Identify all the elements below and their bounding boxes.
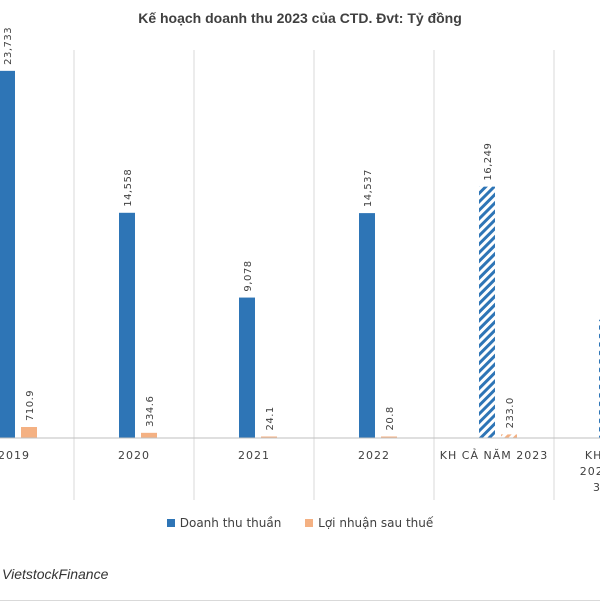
legend-item-revenue: Doanh thu thuần: [166, 516, 282, 530]
x-tick-label: KH CẢ NĂM 2023: [440, 448, 548, 462]
legend-swatch-profit: [305, 519, 314, 527]
x-tick-label: 2022: [358, 449, 390, 462]
profit-bar: [141, 432, 157, 438]
profit-value-label: 334.6: [145, 396, 156, 427]
legend-label-revenue: Doanh thu thuần: [179, 516, 282, 530]
revenue-value-label: 23,733: [3, 27, 14, 65]
profit-bar: [501, 434, 517, 438]
source-credit: VietstockFinance: [2, 566, 109, 582]
revenue-value-label: 14,537: [363, 169, 374, 207]
revenue-bar: [119, 212, 135, 438]
x-tick-label: 2023 (ĐẾN: [580, 464, 600, 478]
x-tick-label: 2020: [118, 449, 150, 462]
x-tick-label: KH NHÂN: [585, 449, 600, 462]
revenue-bar: [359, 213, 375, 438]
revenue-bar: [479, 186, 495, 438]
chart-legend: Doanh thu thuần Lợi nhuận sau thuế: [0, 516, 600, 530]
legend-swatch-revenue: [166, 519, 175, 527]
revenue-value-label: 16,249: [483, 143, 494, 181]
revenue-bar: [0, 70, 15, 438]
profit-value-label: 24.1: [265, 406, 276, 430]
legend-label-profit: Lợi nhuận sau thuế: [318, 516, 434, 530]
x-tick-label: 2019: [0, 449, 30, 462]
revenue-bar: [239, 297, 255, 438]
chart-plot: 23,73314,5589,07814,53716,2497,644710.93…: [0, 27, 600, 500]
legend-item-profit: Lợi nhuận sau thuế: [305, 516, 433, 530]
profit-bar: [261, 436, 277, 438]
profit-bar: [381, 436, 397, 438]
profit-value-label: 20.8: [385, 406, 396, 430]
profit-bar: [21, 427, 37, 438]
profit-value-label: 233.0: [505, 397, 516, 428]
x-tick-label: 2021: [238, 449, 270, 462]
chart-title: Kế hoạch doanh thu 2023 của CTD. Đvt: Tỷ…: [138, 10, 462, 26]
x-tick-label: 30/06): [593, 481, 600, 494]
revenue-value-label: 14,558: [123, 169, 134, 207]
revenue-value-label: 9,078: [243, 260, 254, 291]
profit-value-label: 710.9: [25, 390, 36, 421]
